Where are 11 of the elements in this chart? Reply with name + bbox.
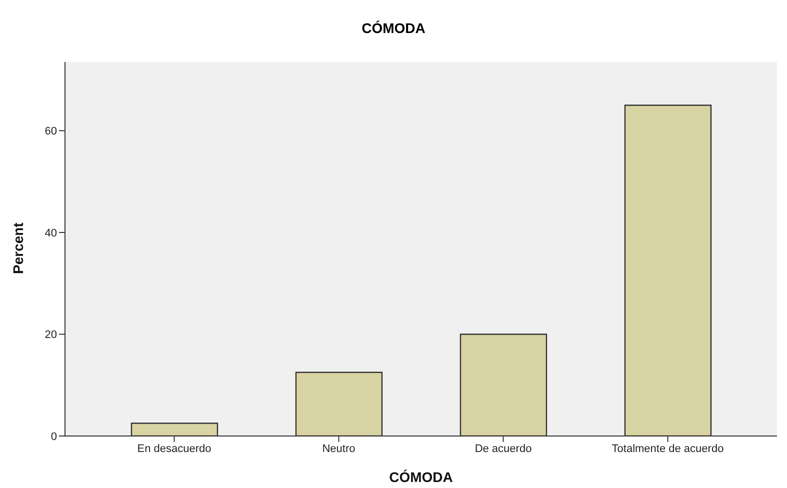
y-tick-label: 0: [50, 430, 57, 443]
x-tick-label: De acuerdo: [474, 442, 532, 455]
y-tick-label: 40: [44, 227, 57, 240]
x-tick-label: Neutro: [322, 442, 356, 455]
x-axis-title: CÓMODA: [389, 469, 453, 485]
chart-title: CÓMODA: [360, 19, 426, 38]
x-tick-label: Totalmente de acuerdo: [612, 442, 724, 455]
y-axis-title: Percent: [10, 222, 26, 274]
y-tick-label: 20: [44, 329, 57, 342]
x-tick-label: En desacuerdo: [137, 442, 212, 455]
y-tick-label: 60: [44, 126, 57, 138]
